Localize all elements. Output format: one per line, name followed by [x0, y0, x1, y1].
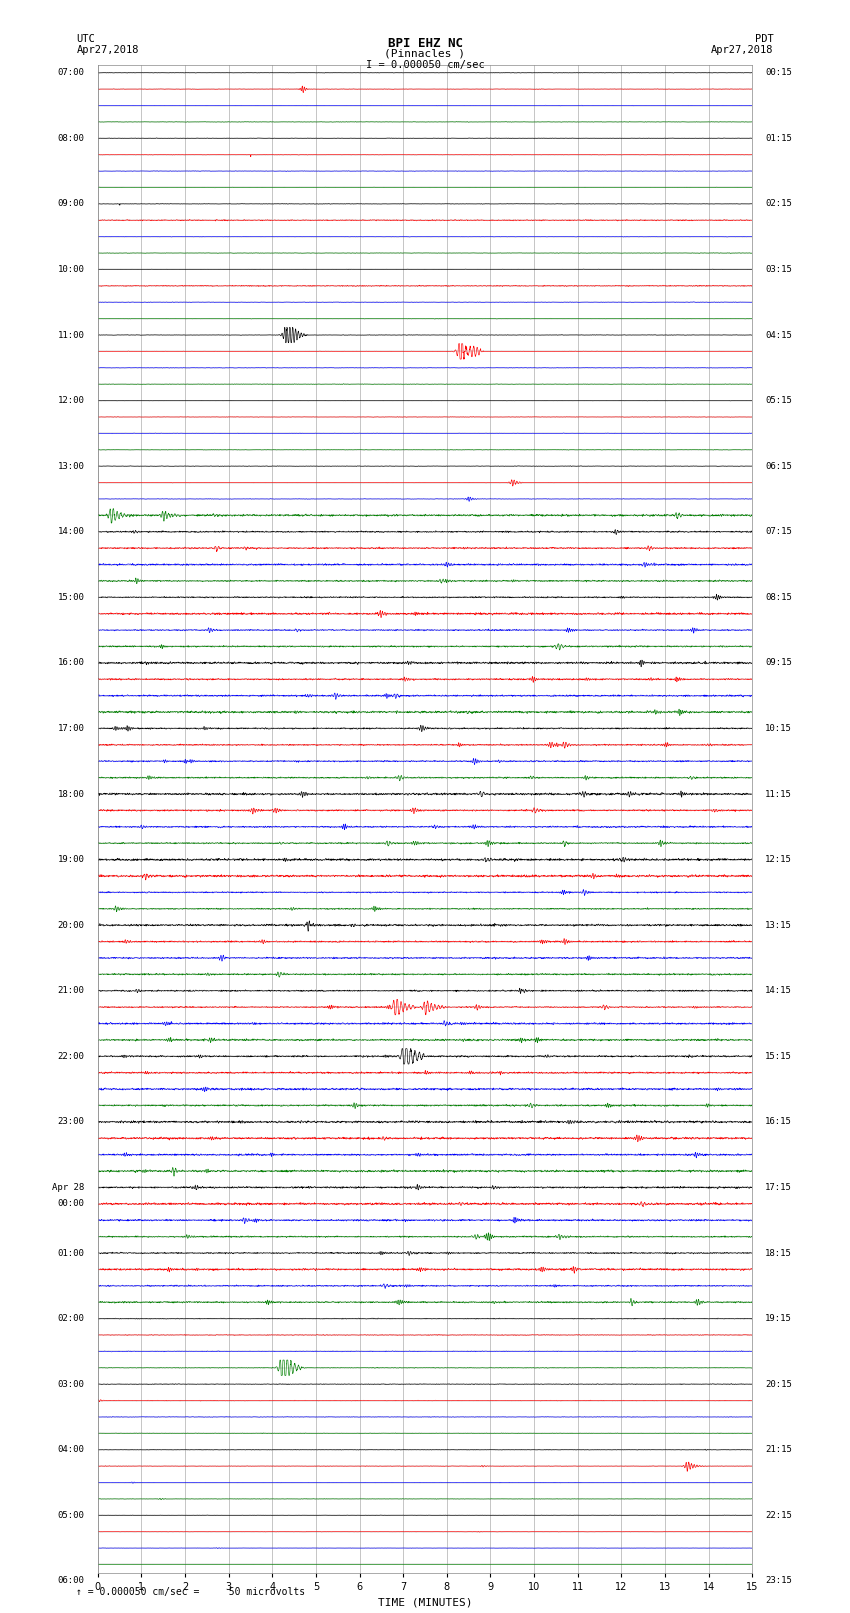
- Text: 09:00: 09:00: [58, 200, 85, 208]
- Text: 04:15: 04:15: [765, 331, 792, 339]
- Text: 08:15: 08:15: [765, 594, 792, 602]
- Text: 12:00: 12:00: [58, 397, 85, 405]
- Text: PDT: PDT: [755, 34, 774, 44]
- Text: 17:00: 17:00: [58, 724, 85, 732]
- Text: Apr 28: Apr 28: [53, 1182, 85, 1192]
- Text: 16:15: 16:15: [765, 1118, 792, 1126]
- Text: Apr27,2018: Apr27,2018: [711, 45, 774, 55]
- Text: 14:15: 14:15: [765, 986, 792, 995]
- Text: 02:15: 02:15: [765, 200, 792, 208]
- Text: 12:15: 12:15: [765, 855, 792, 865]
- Text: 04:00: 04:00: [58, 1445, 85, 1455]
- X-axis label: TIME (MINUTES): TIME (MINUTES): [377, 1597, 473, 1607]
- Text: 01:15: 01:15: [765, 134, 792, 144]
- Text: 18:15: 18:15: [765, 1248, 792, 1258]
- Text: 11:15: 11:15: [765, 789, 792, 798]
- Text: 00:00: 00:00: [58, 1200, 85, 1208]
- Text: 20:15: 20:15: [765, 1379, 792, 1389]
- Text: 10:15: 10:15: [765, 724, 792, 732]
- Text: 05:00: 05:00: [58, 1511, 85, 1519]
- Text: 15:15: 15:15: [765, 1052, 792, 1061]
- Text: 03:15: 03:15: [765, 265, 792, 274]
- Text: 00:15: 00:15: [765, 68, 792, 77]
- Text: 21:15: 21:15: [765, 1445, 792, 1455]
- Text: 19:00: 19:00: [58, 855, 85, 865]
- Text: 02:00: 02:00: [58, 1315, 85, 1323]
- Text: 01:00: 01:00: [58, 1248, 85, 1258]
- Text: Apr27,2018: Apr27,2018: [76, 45, 139, 55]
- Text: 08:00: 08:00: [58, 134, 85, 144]
- Text: 22:15: 22:15: [765, 1511, 792, 1519]
- Text: 22:00: 22:00: [58, 1052, 85, 1061]
- Text: 13:15: 13:15: [765, 921, 792, 929]
- Text: 18:00: 18:00: [58, 789, 85, 798]
- Text: BPI EHZ NC: BPI EHZ NC: [388, 37, 462, 50]
- Text: 03:00: 03:00: [58, 1379, 85, 1389]
- Text: 23:00: 23:00: [58, 1118, 85, 1126]
- Text: (Pinnacles ): (Pinnacles ): [384, 48, 466, 58]
- Text: 05:15: 05:15: [765, 397, 792, 405]
- Text: ↑ = 0.000050 cm/sec =     50 microvolts: ↑ = 0.000050 cm/sec = 50 microvolts: [76, 1587, 306, 1597]
- Text: 07:15: 07:15: [765, 527, 792, 536]
- Text: 15:00: 15:00: [58, 594, 85, 602]
- Text: 13:00: 13:00: [58, 461, 85, 471]
- Text: 06:15: 06:15: [765, 461, 792, 471]
- Text: I = 0.000050 cm/sec: I = 0.000050 cm/sec: [366, 60, 484, 69]
- Text: 11:00: 11:00: [58, 331, 85, 339]
- Text: 17:15: 17:15: [765, 1182, 792, 1192]
- Text: UTC: UTC: [76, 34, 95, 44]
- Text: 09:15: 09:15: [765, 658, 792, 668]
- Text: 14:00: 14:00: [58, 527, 85, 536]
- Text: 10:00: 10:00: [58, 265, 85, 274]
- Text: 06:00: 06:00: [58, 1576, 85, 1586]
- Text: 07:00: 07:00: [58, 68, 85, 77]
- Text: 19:15: 19:15: [765, 1315, 792, 1323]
- Text: 21:00: 21:00: [58, 986, 85, 995]
- Text: 23:15: 23:15: [765, 1576, 792, 1586]
- Text: 20:00: 20:00: [58, 921, 85, 929]
- Text: 16:00: 16:00: [58, 658, 85, 668]
